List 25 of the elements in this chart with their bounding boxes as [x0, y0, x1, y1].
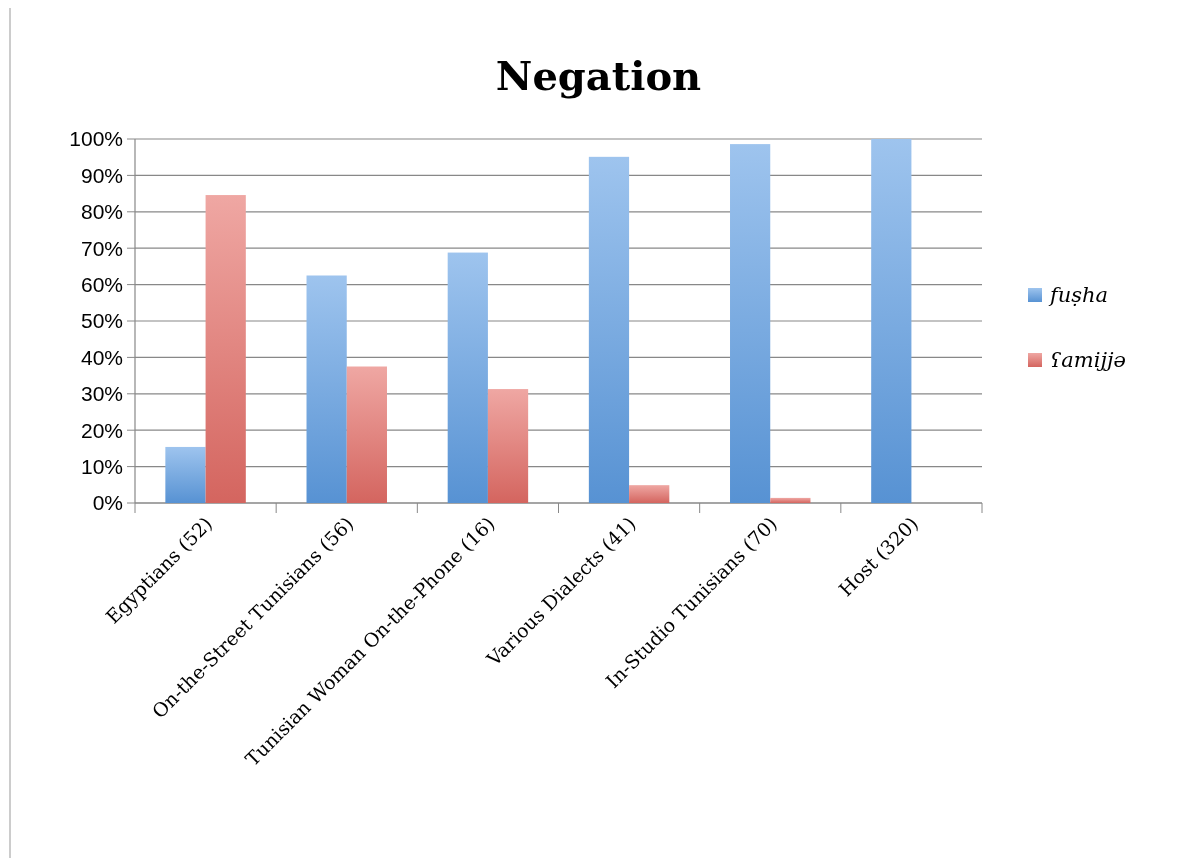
y-tick-label: 0% [92, 491, 123, 515]
y-tick-label: 20% [80, 418, 123, 442]
bar [770, 497, 811, 503]
y-tick-label: 100% [69, 127, 123, 151]
bar [588, 156, 630, 503]
legend-label: fuṣha [1048, 283, 1109, 308]
bar [346, 366, 387, 503]
legend-label: ʕamijjə [1050, 348, 1126, 373]
bar [871, 139, 912, 503]
bar [447, 252, 488, 503]
y-tick-label: 70% [80, 236, 123, 260]
bar [165, 446, 206, 503]
bar [306, 275, 347, 503]
bar [629, 485, 670, 503]
y-tick-label: 80% [80, 200, 123, 224]
y-tick-label: 60% [80, 272, 123, 296]
y-tick-label: 10% [80, 454, 123, 478]
bar [205, 195, 246, 503]
y-tick-label: 40% [80, 345, 123, 369]
y-tick-label: 50% [80, 309, 123, 333]
bar [730, 144, 771, 503]
y-tick-label: 90% [80, 163, 123, 187]
bar [487, 389, 529, 503]
y-tick-label: 30% [80, 382, 123, 406]
chart-title: Negation [495, 52, 702, 99]
